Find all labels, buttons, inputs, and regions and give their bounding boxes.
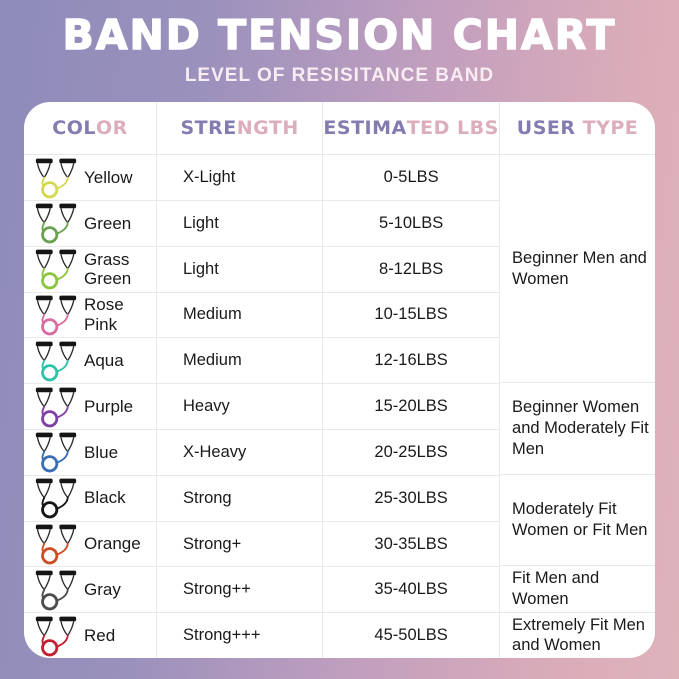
resistance-band-icon	[35, 341, 77, 382]
color-label: Orange	[84, 534, 141, 554]
color-cell: Yellow	[24, 155, 157, 200]
resistance-band-icon	[35, 249, 77, 290]
table-row: Green Light 5-10LBS	[24, 200, 500, 247]
lbs-cell: 0-5LBS	[383, 168, 439, 186]
column-header-strength: STRE NGTH	[157, 102, 324, 155]
strength-cell: Light	[157, 246, 324, 292]
strength-cell: Medium	[157, 292, 324, 338]
color-cell: Grass Green	[24, 246, 157, 292]
color-label: Grass Green	[84, 249, 132, 289]
lbs-cell: 45-50LBS	[374, 626, 448, 645]
resistance-band-icon	[35, 158, 77, 198]
band-tension-table: COL OR STRE NGTH ESTIMA TED LBS	[24, 102, 655, 659]
lbs-cell: 15-20LBS	[374, 397, 448, 416]
table-main-columns: COL OR STRE NGTH ESTIMA TED LBS	[24, 102, 500, 659]
user-type-cell: Beginner Women and Moderately Fit Men	[500, 383, 655, 475]
resistance-band-icon	[35, 478, 77, 519]
strength-cell: Strong+	[157, 521, 324, 567]
strength-cell: Medium	[157, 338, 324, 384]
color-cell: Orange	[24, 521, 157, 567]
table-header-row: COL OR STRE NGTH ESTIMA TED LBS	[24, 102, 500, 156]
resistance-band-icon	[35, 387, 77, 427]
table-row: Orange Strong+ 30-35LBS	[24, 521, 500, 568]
table-row: Red Strong+++ 45-50LBS	[24, 613, 499, 659]
color-cell: Blue	[24, 429, 157, 475]
color-label: Aqua	[84, 350, 124, 370]
lbs-cell: 8-12LBS	[379, 259, 444, 278]
table-row: Purple Heavy 15-20LBS	[24, 384, 500, 430]
strength-cell: Strong+++	[157, 613, 324, 659]
table-row: Gray Strong++ 35-40LBS	[24, 567, 500, 614]
resistance-band-icon	[35, 295, 77, 336]
user-type-cell: Extremely Fit Men and Women	[512, 615, 645, 655]
page-header: BAND TENSION CHART LEVEL OF RESISITANCE …	[0, 0, 679, 102]
resistance-band-icon	[35, 433, 77, 473]
resistance-band-icon	[35, 524, 77, 565]
lbs-cell: 35-40LBS	[374, 580, 448, 599]
color-label: Blue	[84, 442, 119, 462]
color-label: Rose Pink	[84, 295, 124, 334]
strength-cell: Strong++	[157, 567, 324, 613]
user-type-cell: Fit Men and Women	[500, 566, 655, 613]
color-label: Black	[84, 488, 126, 508]
lbs-cell: 30-35LBS	[374, 534, 448, 553]
resistance-band-icon	[35, 203, 77, 244]
lbs-cell: 12-16LBS	[374, 351, 448, 370]
lbs-cell: 5-10LBS	[379, 213, 444, 232]
lbs-cell: 25-30LBS	[374, 488, 448, 507]
column-header-user-type: USER TYPE	[500, 102, 655, 156]
strength-cell: Heavy	[157, 384, 324, 429]
color-cell: Black	[24, 475, 157, 521]
color-label: Green	[84, 213, 132, 233]
strength-cell: X-Heavy	[157, 429, 324, 475]
user-type-column: USER TYPE Beginner Men and Women Beginne…	[499, 102, 655, 659]
color-cell: Rose Pink	[24, 292, 157, 338]
color-cell: Green	[24, 200, 157, 246]
lbs-cell: 10-15LBS	[374, 305, 448, 324]
table-row: Aqua Medium 12-16LBS	[24, 338, 500, 385]
color-cell: Purple	[24, 384, 157, 429]
table-row: Black Strong 25-30LBS	[24, 475, 500, 522]
column-header-color: COL OR	[24, 102, 157, 155]
page-subtitle: LEVEL OF RESISITANCE BAND	[184, 65, 495, 87]
table-row: Blue X-Heavy 20-25LBS	[24, 429, 500, 476]
lbs-cell: 20-25LBS	[374, 442, 448, 461]
color-label: Yellow	[84, 167, 133, 187]
color-cell: Red	[24, 613, 157, 659]
color-label: Gray	[84, 580, 121, 600]
column-header-estimated-lbs: ESTIMA TED LBS	[323, 117, 499, 140]
color-label: Purple	[84, 396, 134, 416]
user-type-cell: Moderately Fit Women or Fit Men	[500, 475, 655, 567]
strength-cell: Light	[157, 200, 324, 246]
resistance-band-icon	[35, 616, 77, 656]
table-row: Yellow X-Light 0-5LBS	[24, 155, 500, 201]
strength-cell: Strong	[157, 475, 324, 521]
strength-cell: X-Light	[157, 155, 324, 200]
color-cell: Aqua	[24, 338, 157, 384]
color-label: Red	[84, 625, 116, 645]
table-row: Rose Pink Medium 10-15LBS	[24, 292, 500, 339]
user-type-cell: Beginner Men and Women	[500, 155, 655, 383]
table-row: Grass Green Light 8-12LBS	[24, 246, 500, 293]
color-cell: Gray	[24, 567, 157, 613]
page-title: BAND TENSION CHART	[62, 11, 617, 59]
resistance-band-icon	[35, 570, 77, 611]
